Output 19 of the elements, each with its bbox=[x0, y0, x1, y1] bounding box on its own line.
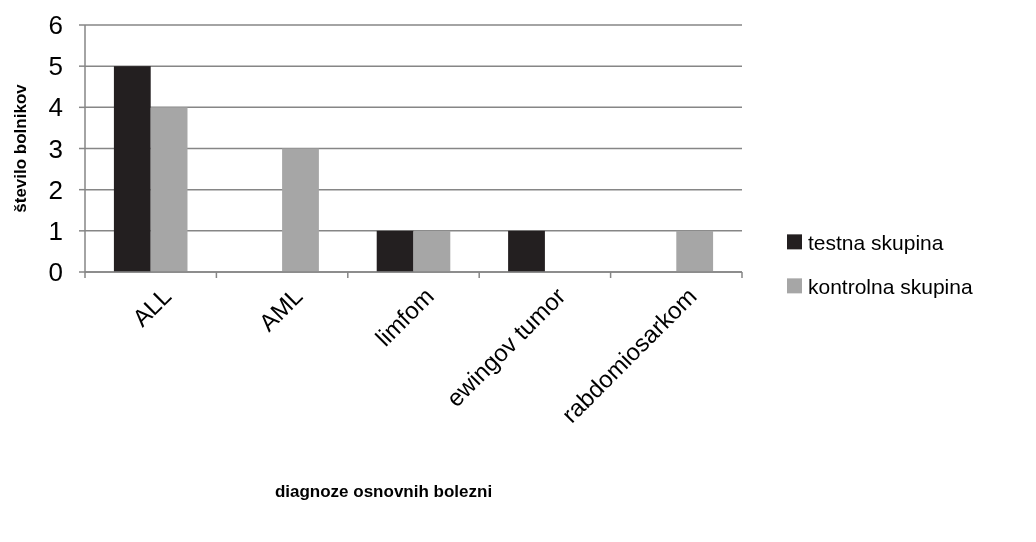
y-tick-label: 4 bbox=[48, 92, 63, 123]
bar bbox=[282, 148, 319, 272]
bar bbox=[113, 66, 151, 272]
bar bbox=[413, 230, 451, 272]
bar bbox=[376, 230, 414, 272]
x-tick-label: ALL bbox=[126, 282, 177, 332]
y-tick-label: 5 bbox=[48, 51, 63, 82]
x-axis-title: diagnoze osnovnih bolezni bbox=[274, 482, 493, 501]
y-tick-label: 2 bbox=[48, 174, 63, 205]
legend-label: testna skupina bbox=[808, 230, 944, 254]
y-tick-label: 6 bbox=[48, 10, 63, 41]
legend-label: kontrolna skupina bbox=[808, 274, 973, 298]
bar bbox=[508, 230, 545, 272]
y-tick-label: 3 bbox=[48, 133, 63, 164]
bar bbox=[676, 230, 714, 272]
y-axis-title: število bolnikov bbox=[11, 83, 30, 213]
y-tick-label: 1 bbox=[48, 215, 63, 246]
y-tick-label: 0 bbox=[48, 257, 63, 288]
bar bbox=[150, 107, 188, 272]
